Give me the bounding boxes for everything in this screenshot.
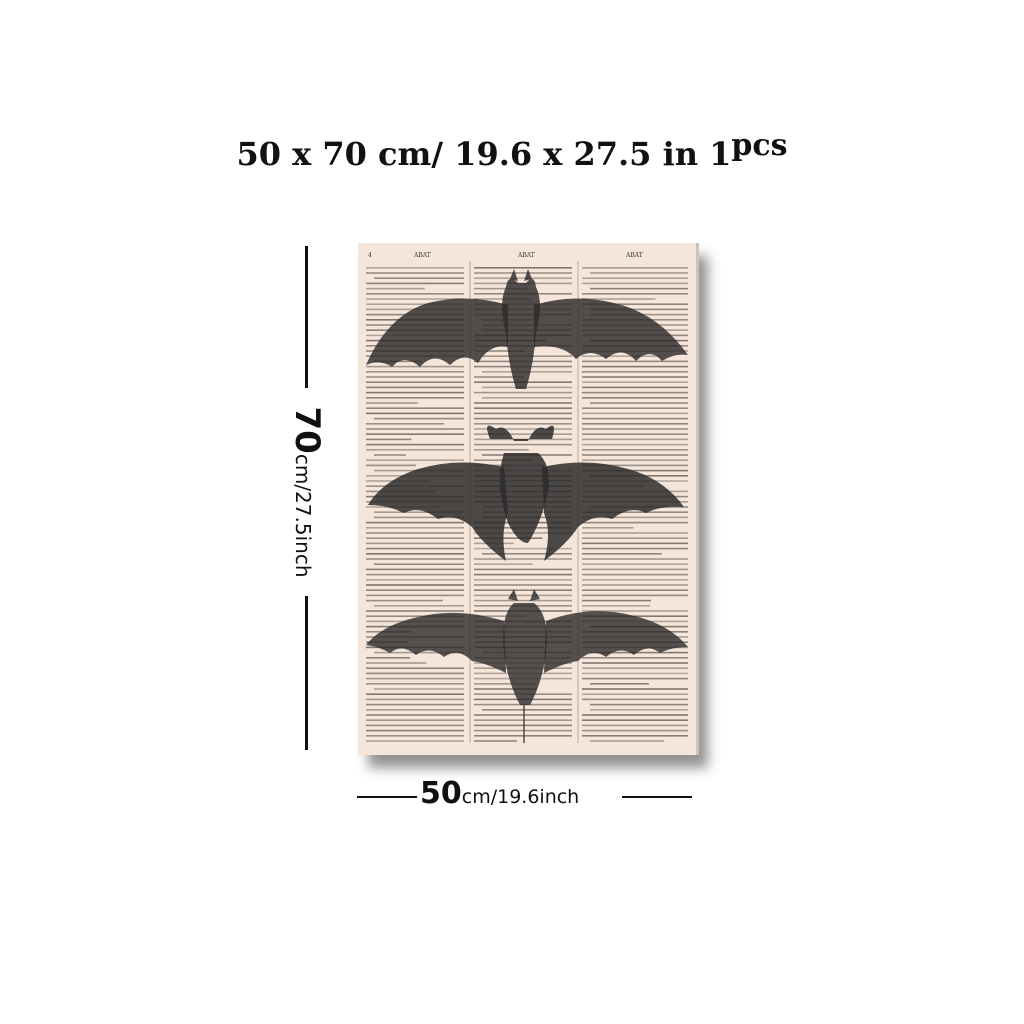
bat-top-illustration [366, 269, 688, 389]
quantity-number: 1 [709, 135, 732, 173]
width-dimension-line-left [357, 796, 417, 798]
product-size-title: 50 x 70 cm/ 19.6 x 27.5 in 1pcs [0, 128, 1024, 173]
canvas-print: 4 ABAT ABAT ABAT [358, 243, 699, 755]
width-dimension-line-right [622, 796, 692, 798]
header-right: ABAT [625, 252, 643, 259]
bat-dictionary-artwork: 4 ABAT ABAT ABAT [366, 252, 688, 743]
bat-bottom-illustration [366, 589, 688, 743]
width-value: 50 [420, 776, 462, 811]
bat-middle-illustration [368, 425, 684, 561]
height-dimension-label: 70cm/27.5inch [287, 407, 327, 578]
height-value: 70 [287, 406, 327, 454]
width-unit: cm/19.6inch [461, 786, 580, 808]
header-left: ABAT [413, 252, 431, 259]
height-dimension-line-bottom [305, 596, 308, 750]
width-dimension-label: 50cm/19.6inch [420, 776, 579, 811]
header-center: ABAT [517, 252, 535, 259]
size-text: 50 x 70 cm/ 19.6 x 27.5 in [236, 135, 698, 173]
page-number: 4 [368, 252, 372, 259]
quantity-unit: pcs [731, 128, 788, 163]
height-unit: cm/27.5inch [291, 453, 315, 578]
height-dimension-line-top [305, 246, 308, 388]
